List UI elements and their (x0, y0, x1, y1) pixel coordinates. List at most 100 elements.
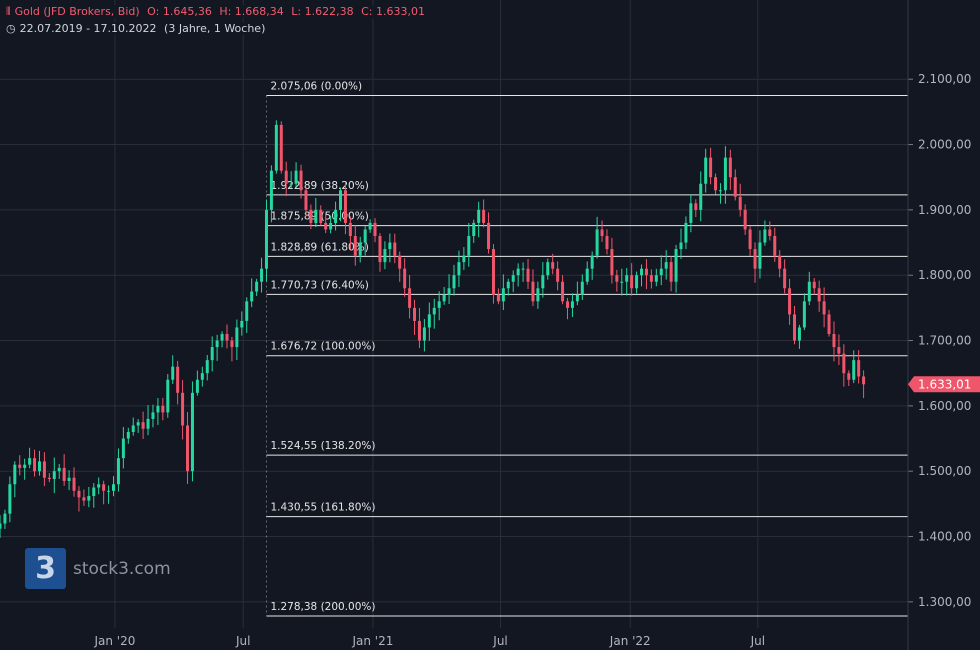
candle-body (23, 464, 27, 468)
candle-body (758, 242, 762, 269)
candle-body (753, 249, 757, 269)
candle-body (403, 268, 407, 289)
candle-body (112, 484, 115, 491)
candle-body (585, 268, 589, 282)
clock-icon: ◷ (6, 22, 16, 35)
candle-body (788, 288, 792, 315)
candle-body (156, 405, 160, 413)
legend-line: ⫴ Gold (JFD Brokers, Bid) O: 1.645,36 H: … (6, 5, 432, 19)
candle-body (822, 301, 826, 315)
candle-body (827, 314, 831, 334)
candle-body (649, 275, 653, 282)
low-value: L: 1.622,38 (291, 5, 354, 18)
date-range[interactable]: 22.07.2019 - 17.10.2022 (19, 22, 157, 35)
axes: 2.100,00 2.000,00 1.900,00 1.800,00 1.700,00… (93, 0, 971, 650)
last-price-label: 1.633,01 (918, 377, 971, 391)
candle-body (388, 242, 392, 250)
open-value: O: 1.645,36 (147, 5, 212, 18)
candle-body (556, 268, 560, 282)
candle-body (857, 360, 861, 377)
candle-body (264, 209, 268, 269)
y-tick-label: 1.500,00 (918, 464, 971, 478)
candle-body (141, 422, 145, 429)
x-tick-label: Jul (235, 634, 250, 648)
candle-body (334, 209, 338, 223)
range-line: ◷ 22.07.2019 - 17.10.2022 (3 Jahre, 1 Woc… (6, 22, 270, 35)
x-tick-label: Jul (750, 634, 765, 648)
candle-body (47, 477, 51, 480)
candle-body (797, 327, 801, 341)
candle-body (279, 124, 283, 171)
candle-body (284, 170, 288, 184)
close-value: C: 1.633,01 (361, 5, 425, 18)
candle-body (121, 438, 125, 459)
candle-body (324, 222, 328, 230)
candle-body (151, 412, 155, 419)
candle-body (319, 209, 323, 223)
candle-body (778, 255, 782, 269)
candle-body (689, 203, 693, 223)
candle-body (536, 288, 540, 302)
candle-body (52, 471, 56, 480)
candle-body (561, 281, 565, 302)
x-tick-label: Jan '20 (93, 634, 135, 648)
candle-body (807, 281, 811, 302)
candle-body (679, 242, 683, 250)
y-tick-label: 1.900,00 (918, 203, 971, 217)
candle-body (126, 432, 130, 439)
candle-body (659, 268, 663, 276)
candle-body (640, 268, 644, 276)
candle-body (422, 327, 426, 341)
candle-body (738, 196, 742, 210)
candle-body (3, 513, 7, 524)
candle-body (743, 209, 747, 230)
candle-body (255, 281, 259, 292)
candle-body (289, 183, 293, 185)
candle-body (580, 281, 584, 295)
candle-body (67, 477, 71, 481)
candle-body (393, 242, 397, 256)
candle-body (684, 222, 688, 243)
candle-body (427, 314, 431, 328)
candle-body (190, 392, 194, 472)
candle-body (383, 249, 387, 263)
instrument-name[interactable]: Gold (JFD Brokers, Bid) (14, 5, 140, 18)
candle-body (862, 376, 866, 385)
candle-body (615, 275, 619, 282)
fib-level-label: 2.075,06 (0.00%) (270, 80, 362, 92)
candle-body (442, 294, 446, 302)
candle-body (837, 347, 841, 354)
candle-body (610, 249, 614, 276)
candle-body (102, 484, 106, 491)
candle-body (852, 360, 856, 380)
candle-body (250, 291, 254, 302)
candle-body (205, 360, 209, 374)
candle-body (472, 222, 476, 236)
candle-body (432, 307, 436, 315)
last-price-badge: 1.633,01 (908, 376, 980, 393)
candles (0, 120, 866, 538)
candle-body (595, 229, 599, 256)
candle-body (718, 190, 722, 192)
candle-body (793, 314, 796, 341)
fib-level-label: 1.676,72 (100.00%) (270, 341, 375, 353)
candle-body (304, 190, 308, 210)
period-label: (3 Jahre, 1 Woche) (164, 22, 266, 35)
candle-body (482, 209, 486, 223)
candle-body (452, 275, 456, 289)
candle-body (832, 334, 836, 348)
candle-body (728, 157, 732, 178)
candle-body (812, 281, 816, 289)
candle-body (605, 236, 609, 250)
y-tick-label: 1.400,00 (918, 530, 971, 544)
candle-body (235, 327, 239, 348)
candle-body (314, 209, 318, 223)
candle-body (417, 320, 421, 341)
candle-body (378, 236, 382, 263)
candle-body (630, 275, 634, 289)
candle-body (230, 340, 234, 348)
y-tick-label: 2.100,00 (918, 72, 971, 86)
candle-body (186, 425, 190, 472)
candle-body (674, 249, 678, 282)
